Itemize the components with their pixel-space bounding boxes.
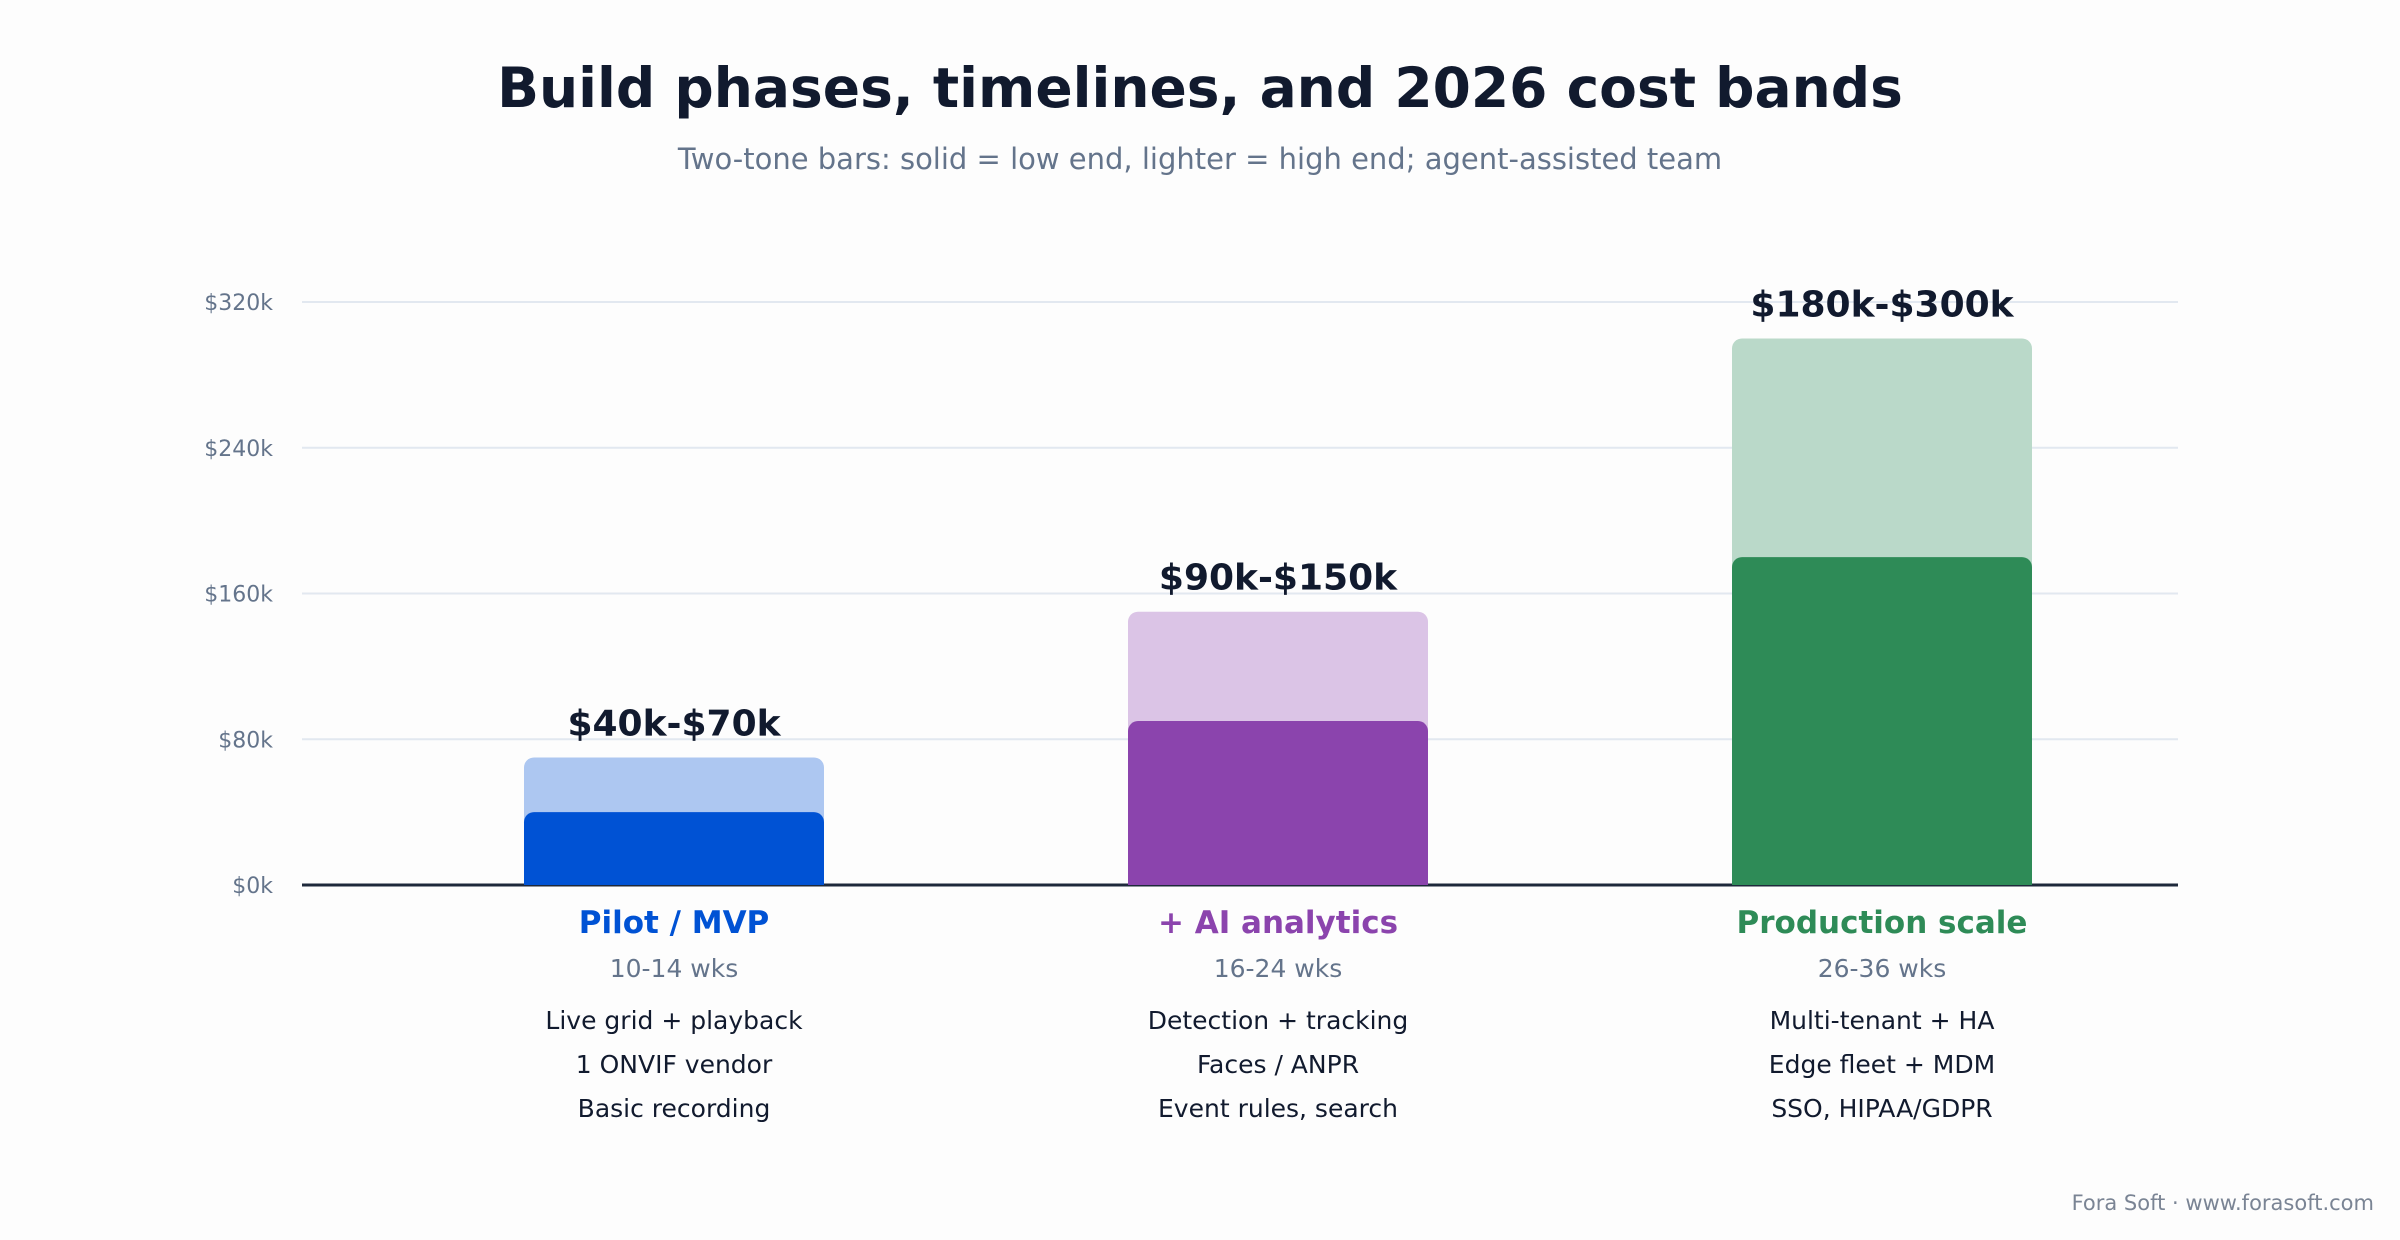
category-label: + AI analytics bbox=[1158, 905, 1398, 941]
feature-item: Live grid + playback bbox=[545, 1006, 803, 1035]
duration-label: 16-24 wks bbox=[1214, 954, 1343, 983]
category-label: Production scale bbox=[1737, 905, 2028, 941]
feature-item: Multi-tenant + HA bbox=[1770, 1006, 1995, 1035]
bar-low-end-base bbox=[1128, 873, 1428, 885]
feature-item: 1 ONVIF vendor bbox=[576, 1050, 773, 1079]
range-label: $90k-$150k bbox=[1159, 558, 1398, 599]
duration-label: 10-14 wks bbox=[610, 954, 739, 983]
y-tick-label: $80k bbox=[218, 728, 273, 753]
range-label: $180k-$300k bbox=[1750, 284, 2014, 325]
y-tick-label: $0k bbox=[232, 874, 273, 899]
feature-item: SSO, HIPAA/GDPR bbox=[1771, 1094, 1992, 1123]
duration-label: 26-36 wks bbox=[1818, 954, 1947, 983]
bar-low-end-base bbox=[524, 873, 824, 885]
feature-item: Detection + tracking bbox=[1148, 1006, 1409, 1035]
y-tick-label: $160k bbox=[204, 583, 273, 608]
feature-item: Faces / ANPR bbox=[1197, 1050, 1359, 1079]
bars bbox=[524, 338, 2032, 885]
feature-item: Edge fleet + MDM bbox=[1769, 1050, 1995, 1079]
y-tick-label: $320k bbox=[204, 291, 273, 316]
labels: $0k $80k $160k $240k $320k $40k-$70k Pilot / M… bbox=[204, 284, 2027, 1123]
bar-low-end bbox=[524, 812, 824, 885]
feature-item: Event rules, search bbox=[1158, 1094, 1398, 1123]
feature-item: Basic recording bbox=[578, 1094, 771, 1123]
category-label: Pilot / MVP bbox=[579, 905, 770, 941]
range-label: $40k-$70k bbox=[567, 703, 781, 744]
bar-low-end bbox=[1732, 557, 2032, 885]
bar-low-end-base bbox=[1732, 873, 2032, 885]
chart-subtitle: Two-tone bars: solid = low end, lighter … bbox=[677, 142, 1723, 176]
chart-title: Build phases, timelines, and 2026 cost b… bbox=[497, 56, 1903, 120]
footer-credit: Fora Soft · www.forasoft.com bbox=[2071, 1191, 2374, 1215]
bar-low-end bbox=[1128, 721, 1428, 885]
y-tick-label: $240k bbox=[204, 437, 273, 462]
